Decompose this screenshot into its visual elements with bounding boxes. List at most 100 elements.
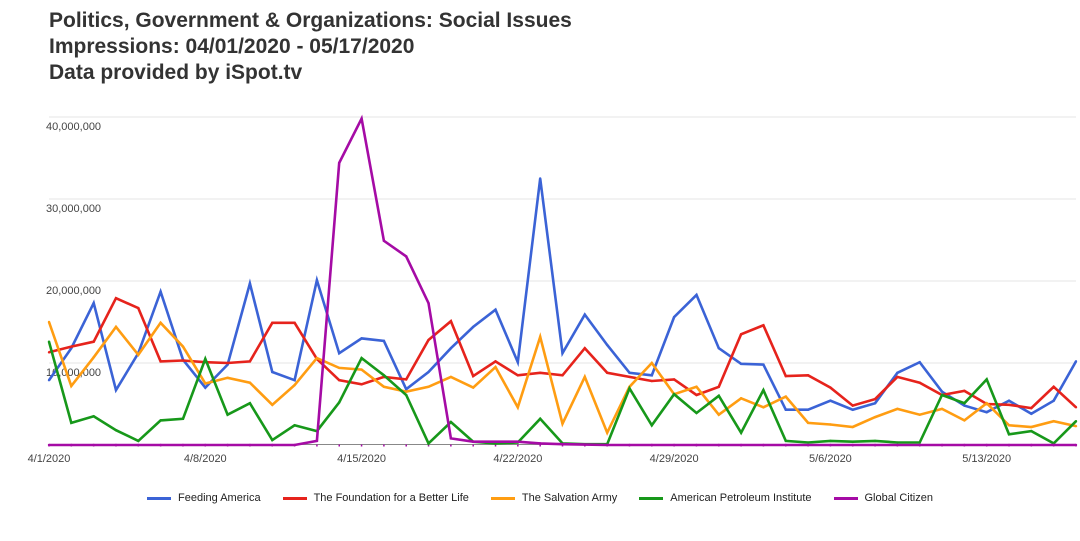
data-point[interactable] [181, 443, 185, 447]
data-point[interactable] [494, 308, 497, 311]
data-point[interactable] [1052, 385, 1055, 388]
data-point[interactable] [896, 375, 899, 379]
data-point[interactable] [873, 397, 877, 401]
data-point[interactable] [717, 443, 720, 447]
data-point[interactable] [382, 339, 386, 343]
data-point[interactable] [940, 407, 944, 411]
data-point[interactable] [449, 420, 453, 424]
data-point[interactable] [672, 315, 676, 319]
data-point[interactable] [1030, 429, 1033, 433]
data-point[interactable] [114, 443, 118, 447]
data-point[interactable] [963, 404, 966, 407]
data-point[interactable] [762, 406, 765, 409]
data-point[interactable] [605, 431, 609, 434]
data-point[interactable] [360, 383, 363, 386]
data-point[interactable] [784, 374, 787, 378]
data-point[interactable] [137, 353, 140, 356]
data-point[interactable] [918, 360, 921, 364]
data-point[interactable] [1030, 412, 1033, 416]
data-point[interactable] [382, 385, 386, 388]
data-point[interactable] [47, 340, 51, 343]
data-point[interactable] [92, 356, 95, 359]
data-point[interactable] [963, 401, 966, 405]
data-point[interactable] [293, 383, 296, 387]
data-point[interactable] [1074, 424, 1078, 428]
data-point[interactable] [717, 385, 720, 388]
data-point[interactable] [293, 424, 296, 427]
data-point[interactable] [605, 343, 609, 347]
data-point[interactable] [114, 388, 118, 392]
data-point[interactable] [739, 362, 743, 366]
data-point[interactable] [248, 360, 252, 363]
data-point[interactable] [248, 282, 252, 285]
data-point[interactable] [226, 413, 229, 416]
data-point[interactable] [494, 440, 497, 443]
data-point[interactable] [717, 413, 720, 416]
data-point[interactable] [92, 301, 95, 305]
data-point[interactable] [918, 441, 921, 444]
data-point[interactable] [360, 117, 363, 120]
data-point[interactable] [940, 390, 944, 393]
data-point[interactable] [159, 321, 162, 325]
data-point[interactable] [293, 443, 296, 447]
data-point[interactable] [561, 442, 564, 446]
data-point[interactable] [829, 399, 832, 402]
data-point[interactable] [449, 437, 453, 440]
data-point[interactable] [516, 406, 520, 409]
data-point[interactable] [918, 381, 921, 384]
data-point[interactable] [538, 371, 542, 375]
data-point[interactable] [405, 255, 408, 258]
data-point[interactable] [516, 440, 520, 443]
data-point[interactable] [918, 413, 921, 416]
data-point[interactable] [449, 347, 453, 350]
data-point[interactable] [896, 443, 899, 447]
data-point[interactable] [672, 378, 676, 381]
data-point[interactable] [650, 379, 654, 383]
data-point[interactable] [114, 325, 118, 329]
data-point[interactable] [315, 278, 319, 282]
data-point[interactable] [695, 385, 698, 388]
data-point[interactable] [672, 392, 676, 396]
data-point[interactable] [605, 371, 609, 375]
data-point[interactable] [717, 394, 720, 397]
data-point[interactable] [851, 404, 854, 407]
data-point[interactable] [338, 379, 341, 382]
data-point[interactable] [47, 443, 51, 447]
data-point[interactable] [360, 356, 363, 360]
data-point[interactable] [405, 393, 408, 397]
data-point[interactable] [538, 417, 542, 420]
data-point[interactable] [851, 425, 854, 429]
data-point[interactable] [806, 441, 810, 444]
data-point[interactable] [1074, 360, 1078, 363]
data-point[interactable] [204, 382, 207, 385]
data-point[interactable] [806, 443, 810, 447]
series-american-petroleum-institute[interactable] [47, 340, 1078, 446]
data-point[interactable] [338, 161, 341, 165]
data-point[interactable] [628, 375, 631, 379]
data-point[interactable] [516, 360, 520, 364]
data-point[interactable] [271, 403, 274, 407]
data-point[interactable] [739, 431, 743, 434]
data-point[interactable] [806, 408, 810, 411]
data-point[interactable] [338, 366, 341, 370]
data-point[interactable] [583, 347, 587, 350]
data-point[interactable] [360, 368, 363, 371]
data-point[interactable] [47, 379, 51, 382]
data-point[interactable] [405, 390, 408, 393]
data-point[interactable] [739, 333, 743, 336]
data-point[interactable] [1074, 420, 1078, 423]
data-point[interactable] [762, 324, 765, 327]
series-the-salvation-army[interactable] [47, 320, 1078, 436]
data-point[interactable] [963, 443, 966, 447]
data-point[interactable] [226, 376, 229, 379]
legend-item[interactable]: Global Citizen [833, 492, 933, 504]
data-point[interactable] [159, 443, 162, 447]
data-point[interactable] [248, 381, 252, 384]
data-point[interactable] [315, 439, 319, 443]
data-point[interactable] [873, 415, 877, 419]
data-point[interactable] [940, 393, 944, 397]
data-point[interactable] [829, 386, 832, 389]
data-point[interactable] [382, 374, 386, 377]
data-point[interactable] [784, 439, 787, 443]
data-point[interactable] [896, 371, 899, 375]
